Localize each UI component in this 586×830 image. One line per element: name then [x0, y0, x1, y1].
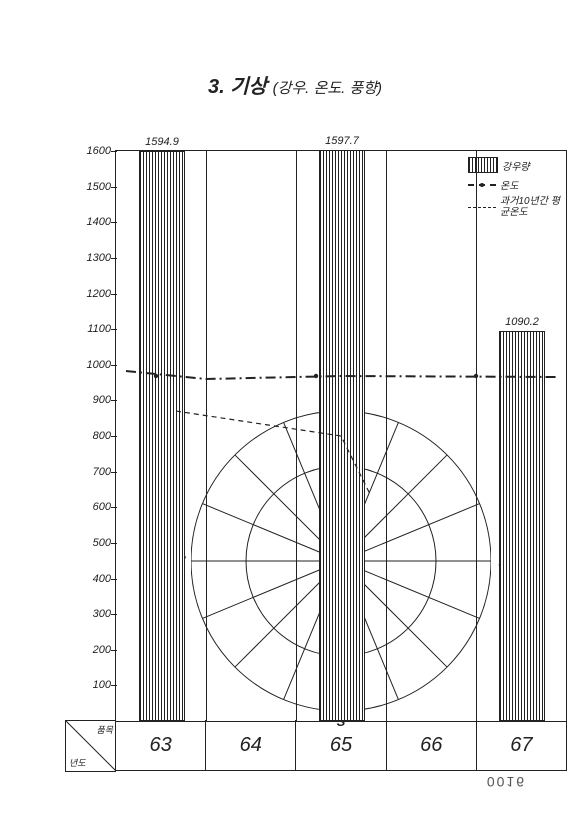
y-tick: 1000	[71, 359, 111, 371]
x-category-66: 66	[386, 720, 476, 770]
title-main: 기상	[230, 76, 267, 98]
page-stamp: 0016	[487, 774, 526, 790]
title-subtitle: (강우. 온도. 풍향)	[273, 80, 382, 97]
axis-corner: 품목 년도	[65, 720, 116, 772]
y-tick: 700	[71, 466, 111, 478]
x-category-64: 64	[205, 720, 295, 770]
y-tick: 1100	[71, 323, 111, 335]
y-tick: 1400	[71, 216, 111, 228]
overlay-lines	[116, 151, 566, 721]
x-category-63: 63	[116, 720, 205, 770]
y-tick: 100	[71, 679, 111, 691]
y-tick: 1600	[71, 145, 111, 157]
x-category-65: 65	[295, 720, 385, 770]
title-number: 3.	[208, 76, 225, 98]
chart-title: 3. 기상 (강우. 온도. 풍향)	[50, 70, 540, 99]
y-tick: 900	[71, 394, 111, 406]
y-tick: 1500	[71, 181, 111, 193]
y-tick: 500	[71, 537, 111, 549]
chart-plot-area: 강우량 온도 과거10년간 평균온도	[115, 150, 567, 722]
y-tick: 1300	[71, 252, 111, 264]
y-tick: 300	[71, 608, 111, 620]
axis-corner-bottom: 년도	[69, 756, 86, 769]
bar-label: 1597.7	[325, 135, 359, 147]
axis-corner-top: 품목	[96, 723, 113, 736]
x-axis: 6364656667	[115, 720, 567, 771]
bar-label: 1594.9	[145, 136, 179, 148]
x-category-67: 67	[476, 720, 566, 770]
y-tick: 800	[71, 430, 111, 442]
y-tick: 600	[71, 501, 111, 513]
y-tick: 400	[71, 573, 111, 585]
y-tick: 200	[71, 644, 111, 656]
y-tick: 1200	[71, 288, 111, 300]
